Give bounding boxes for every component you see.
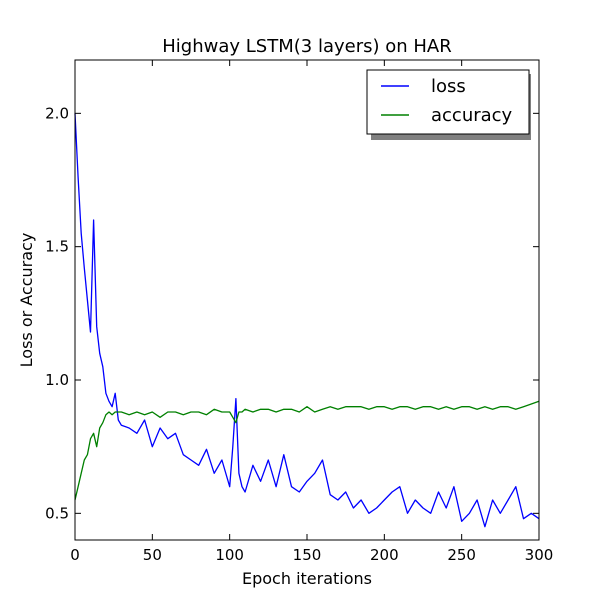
series-line-loss xyxy=(74,113,540,528)
legend-label-loss: loss xyxy=(431,76,466,97)
axes-frame xyxy=(74,59,540,541)
plot-area: 0 50 100 150 200 250 300 0.5 1.0 1.5 2.0 xyxy=(45,59,554,564)
y-tick-label: 1.0 xyxy=(45,371,69,389)
x-tick-label: 100 xyxy=(215,546,244,564)
legend-box xyxy=(366,69,530,135)
x-tick-label: 50 xyxy=(143,546,162,564)
x-axis-label: Epoch iterations xyxy=(242,569,372,588)
series-line-accuracy xyxy=(74,400,540,501)
x-tick-label: 150 xyxy=(293,546,322,564)
y-axis-label: Loss or Accuracy xyxy=(17,233,36,368)
x-tick-label: 0 xyxy=(70,546,80,564)
chart-title: Highway LSTM(3 layers) on HAR xyxy=(162,36,451,57)
legend: loss accuracy xyxy=(366,69,531,140)
y-tick-label: 2.0 xyxy=(45,104,69,122)
y-tick-label: 0.5 xyxy=(45,504,69,522)
x-tick-label: 300 xyxy=(525,546,554,564)
x-tick-label: 250 xyxy=(447,546,476,564)
x-tick-label: 200 xyxy=(370,546,399,564)
y-tick-label: 1.5 xyxy=(45,238,69,256)
legend-label-accuracy: accuracy xyxy=(431,105,513,126)
